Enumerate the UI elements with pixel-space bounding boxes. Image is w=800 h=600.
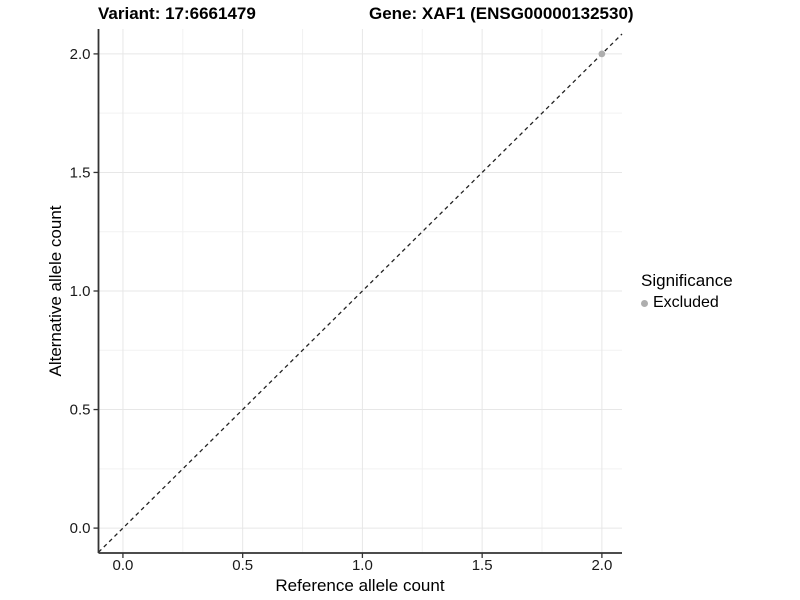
grid-major	[98, 29, 622, 553]
legend-item-excluded: Excluded	[641, 294, 733, 312]
x-tick-label: 1.5	[472, 557, 493, 574]
x-tick-label: 2.0	[591, 557, 612, 574]
y-tick-label: 0.0	[70, 520, 91, 537]
y-tick-label: 1.5	[70, 164, 91, 181]
x-axis-title: Reference allele count	[275, 576, 445, 595]
data-point	[598, 50, 606, 58]
x-tick-label: 0.0	[112, 557, 133, 574]
x-tick-label: 0.5	[232, 557, 253, 574]
y-tick-label: 1.0	[70, 283, 91, 300]
legend-key-dot-icon	[641, 299, 648, 307]
y-tick-label: 0.5	[70, 402, 91, 419]
tick-labels: 0.0 0.5 1.0 1.5 2.0 0.0 0.5 1.0 1.5 2.0	[70, 46, 613, 574]
y-axis-title: Alternative allele count	[46, 205, 65, 377]
legend-title: Significance	[641, 271, 733, 290]
data-points	[598, 50, 606, 58]
y-tick-label: 2.0	[70, 46, 91, 63]
legend-item-label: Excluded	[653, 294, 719, 311]
legend: Significance Excluded	[641, 271, 733, 312]
plot-title-gene: Gene: XAF1 (ENSG00000132530)	[369, 4, 634, 23]
plot-title-variant: Variant: 17:6661479	[98, 4, 256, 23]
x-tick-label: 1.0	[352, 557, 373, 574]
identity-reference-line	[98, 33, 623, 553]
axis-ticks	[93, 53, 603, 558]
